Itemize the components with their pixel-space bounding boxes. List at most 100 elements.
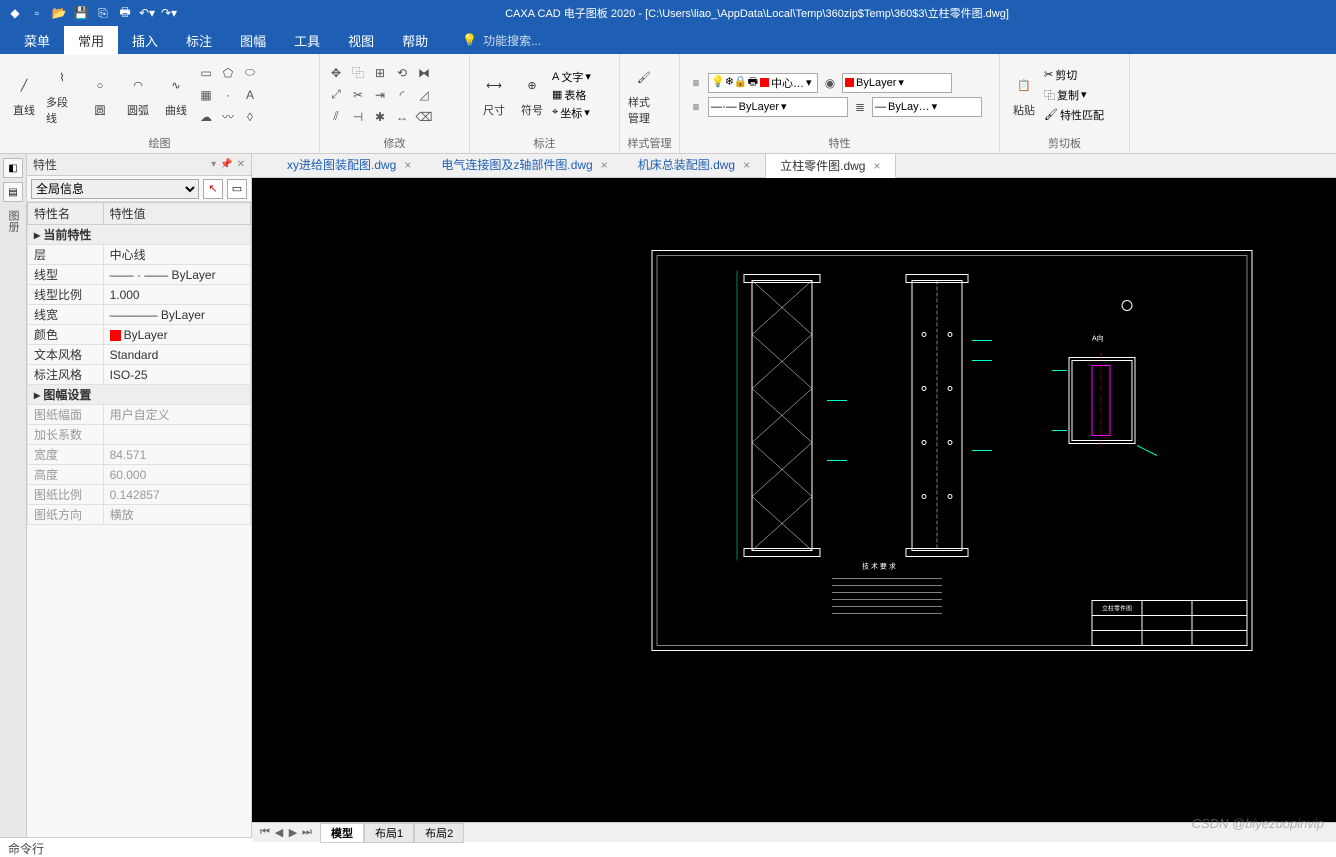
doc-tab-0[interactable]: xy进给图装配图.dwg× xyxy=(272,152,426,177)
array-icon[interactable]: ⊞ xyxy=(370,63,390,83)
explode-icon[interactable]: ✱ xyxy=(370,107,390,127)
nav-next-icon[interactable]: ▶ xyxy=(286,826,300,839)
pin2-icon[interactable]: 📌 xyxy=(220,159,232,170)
undo-icon[interactable]: ↶▾ xyxy=(138,4,156,22)
prop-val[interactable]: ISO-25 xyxy=(103,365,250,385)
size-button[interactable]: ⟷尺寸 xyxy=(476,70,512,120)
spline-button[interactable]: ∿曲线 xyxy=(158,70,194,120)
nav-last-icon[interactable]: ⏭ xyxy=(300,826,314,839)
fillet-icon[interactable]: ◜ xyxy=(392,85,412,105)
pin-icon[interactable]: ▾ xyxy=(211,159,216,170)
wave-icon[interactable]: 〰 xyxy=(218,107,238,127)
print-icon[interactable]: 🖶 xyxy=(116,4,134,22)
prop-val[interactable]: 中心线 xyxy=(103,245,250,265)
props-pick-icon[interactable]: ↖ xyxy=(203,179,223,199)
paste-button[interactable]: 📋粘贴 xyxy=(1006,70,1042,120)
layout-tab-1[interactable]: 布局1 xyxy=(364,823,414,843)
layout-tab-2[interactable]: 布局2 xyxy=(414,823,464,843)
menu-insert[interactable]: 插入 xyxy=(118,26,172,55)
menu-common[interactable]: 常用 xyxy=(64,26,118,55)
menu-tools[interactable]: 工具 xyxy=(280,26,334,55)
lineweight-icon[interactable]: ≣ xyxy=(850,97,870,117)
prop-key: 颜色 xyxy=(28,325,104,345)
match-button[interactable]: 🖌 特性匹配 xyxy=(1044,107,1104,123)
saveas-icon[interactable]: ⎘ xyxy=(94,4,112,22)
style-button[interactable]: 🖌样式管理 xyxy=(626,62,662,128)
section-frame[interactable]: ▸ 图幅设置 xyxy=(28,385,251,405)
menu-dim[interactable]: 标注 xyxy=(172,26,226,55)
layer-combo[interactable]: 💡❄🔒🖶中心…▾ xyxy=(708,73,818,93)
prop-val[interactable]: Standard xyxy=(103,345,250,365)
linetype-combo[interactable]: —·— ByLayer▾ xyxy=(708,97,848,117)
hatch-icon[interactable]: ▦ xyxy=(196,85,216,105)
menu-file[interactable]: 菜单 xyxy=(10,26,64,55)
lineweight-combo[interactable]: — ByLay…▾ xyxy=(872,97,982,117)
doc-tab-3[interactable]: 立柱零件图.dwg× xyxy=(765,153,895,178)
doc-tab-1[interactable]: 电气连接图及z轴部件图.dwg× xyxy=(426,152,622,177)
misc-icon[interactable]: ◊ xyxy=(240,107,260,127)
redo-icon[interactable]: ↷▾ xyxy=(160,4,178,22)
ellipse-icon[interactable]: ⬭ xyxy=(240,63,260,83)
prop-val[interactable]: 1.000 xyxy=(103,285,250,305)
menu-help[interactable]: 帮助 xyxy=(388,26,442,55)
menu-view[interactable]: 视图 xyxy=(334,26,388,55)
text-button[interactable]: A 文字▾ xyxy=(552,69,591,85)
section-current[interactable]: ▸ 当前特性 xyxy=(28,225,251,245)
linetype-icon[interactable]: ≡ xyxy=(686,97,706,117)
mirror-icon[interactable]: ⧓ xyxy=(414,63,434,83)
close-icon[interactable]: × xyxy=(743,158,750,172)
text-icon[interactable]: A xyxy=(240,85,260,105)
move-icon[interactable]: ✥ xyxy=(326,63,346,83)
close-icon[interactable]: × xyxy=(601,158,608,172)
scale-icon[interactable]: ⤢ xyxy=(326,85,346,105)
cloud-icon[interactable]: ☁ xyxy=(196,107,216,127)
trim-icon[interactable]: ✂ xyxy=(348,85,368,105)
open-icon[interactable]: 📂 xyxy=(50,4,68,22)
color-icon[interactable]: ◉ xyxy=(820,73,840,93)
layer-icon[interactable]: ≡ xyxy=(686,73,706,93)
close-icon[interactable]: × xyxy=(873,159,880,173)
extend-icon[interactable]: ⇥ xyxy=(370,85,390,105)
prop-val[interactable]: ———— ByLayer xyxy=(103,305,250,325)
props-scope-select[interactable]: 全局信息 xyxy=(31,179,199,199)
layout-tab-model[interactable]: 模型 xyxy=(320,823,364,843)
table-button[interactable]: ▦ 表格 xyxy=(552,87,591,103)
arc-button[interactable]: ◠圆弧 xyxy=(120,70,156,120)
drawing-canvas[interactable]: 立柱零件图技 术 要 求A向 xyxy=(252,178,1336,822)
close-icon[interactable]: ✕ xyxy=(237,159,245,170)
line-button[interactable]: ╱直线 xyxy=(6,70,42,120)
function-search[interactable]: 💡功能搜索... xyxy=(462,32,541,49)
col-name: 特性名 xyxy=(28,203,104,225)
symbol-button[interactable]: ⊕符号 xyxy=(514,70,550,120)
color-combo[interactable]: ByLayer▾ xyxy=(842,73,952,93)
point-icon[interactable]: · xyxy=(218,85,238,105)
lp-btn1[interactable]: ◧ xyxy=(3,158,23,178)
circle-button[interactable]: ○圆 xyxy=(82,70,118,120)
coord-button[interactable]: ⌖ 坐标▾ xyxy=(552,105,591,121)
polyline-button[interactable]: ⌇多段线 xyxy=(44,62,80,128)
break-icon[interactable]: ⊣ xyxy=(348,107,368,127)
copy-button[interactable]: ⿻ 复制▾ xyxy=(1044,87,1104,103)
offset-icon[interactable]: ⫽ xyxy=(326,107,346,127)
rotate-icon[interactable]: ⟲ xyxy=(392,63,412,83)
prop-val[interactable]: —— · —— ByLayer xyxy=(103,265,250,285)
props-filter-icon[interactable]: ▭ xyxy=(227,179,247,199)
doc-tab-2[interactable]: 机床总装配图.dwg× xyxy=(623,152,765,177)
poly-icon[interactable]: ⬠ xyxy=(218,63,238,83)
stretch-icon[interactable]: ↔ xyxy=(392,107,412,127)
app-icon[interactable]: ◆ xyxy=(6,4,24,22)
cut-button[interactable]: ✂ 剪切 xyxy=(1044,67,1104,83)
close-icon[interactable]: × xyxy=(404,158,411,172)
erase-icon[interactable]: ⌫ xyxy=(414,107,434,127)
nav-first-icon[interactable]: ⏮ xyxy=(258,826,272,839)
menu-frame[interactable]: 图幅 xyxy=(226,26,280,55)
save-icon[interactable]: 💾 xyxy=(72,4,90,22)
copy-icon[interactable]: ⿻ xyxy=(348,63,368,83)
nav-prev-icon[interactable]: ◀ xyxy=(272,826,286,839)
rect-icon[interactable]: ▭ xyxy=(196,63,216,83)
new-icon[interactable]: ▫ xyxy=(28,4,46,22)
left-tab-label[interactable]: 图册 xyxy=(5,210,21,232)
chamfer-icon[interactable]: ◿ xyxy=(414,85,434,105)
lp-btn2[interactable]: ▤ xyxy=(3,182,23,202)
prop-val[interactable]: ByLayer xyxy=(103,325,250,345)
